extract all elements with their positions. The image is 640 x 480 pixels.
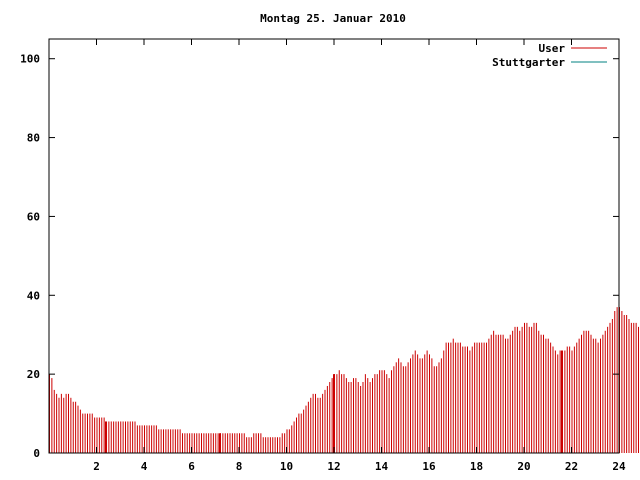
y-tick-label: 100 <box>20 53 40 66</box>
x-tick-label: 8 <box>236 460 243 473</box>
highlight-lines <box>105 350 563 453</box>
x-axis: 2 4 6 8 10 12 14 16 18 20 22 24 <box>93 39 626 473</box>
x-tick-label: 24 <box>612 460 626 473</box>
y-tick-label: 40 <box>27 289 40 302</box>
x-tick-label: 10 <box>280 460 293 473</box>
x-tick-label: 4 <box>141 460 148 473</box>
y-tick-label: 0 <box>33 447 40 460</box>
x-tick-label: 16 <box>422 460 436 473</box>
x-tick-label: 6 <box>188 460 195 473</box>
x-tick-label: 22 <box>565 460 578 473</box>
chart-title: Montag 25. Januar 2010 <box>260 12 406 25</box>
legend-label: Stuttgarter <box>492 56 565 69</box>
y-tick-label: 80 <box>27 132 40 145</box>
bar-series-user <box>49 307 639 453</box>
x-tick-label: 2 <box>93 460 100 473</box>
y-tick-label: 60 <box>27 210 40 223</box>
x-tick-label: 12 <box>327 460 340 473</box>
y-tick-label: 20 <box>27 368 40 381</box>
y-axis: 0 20 40 60 80 100 <box>20 53 619 460</box>
x-tick-label: 14 <box>375 460 389 473</box>
x-tick-label: 18 <box>470 460 483 473</box>
legend-label: User <box>539 42 566 55</box>
x-tick-label: 20 <box>517 460 530 473</box>
